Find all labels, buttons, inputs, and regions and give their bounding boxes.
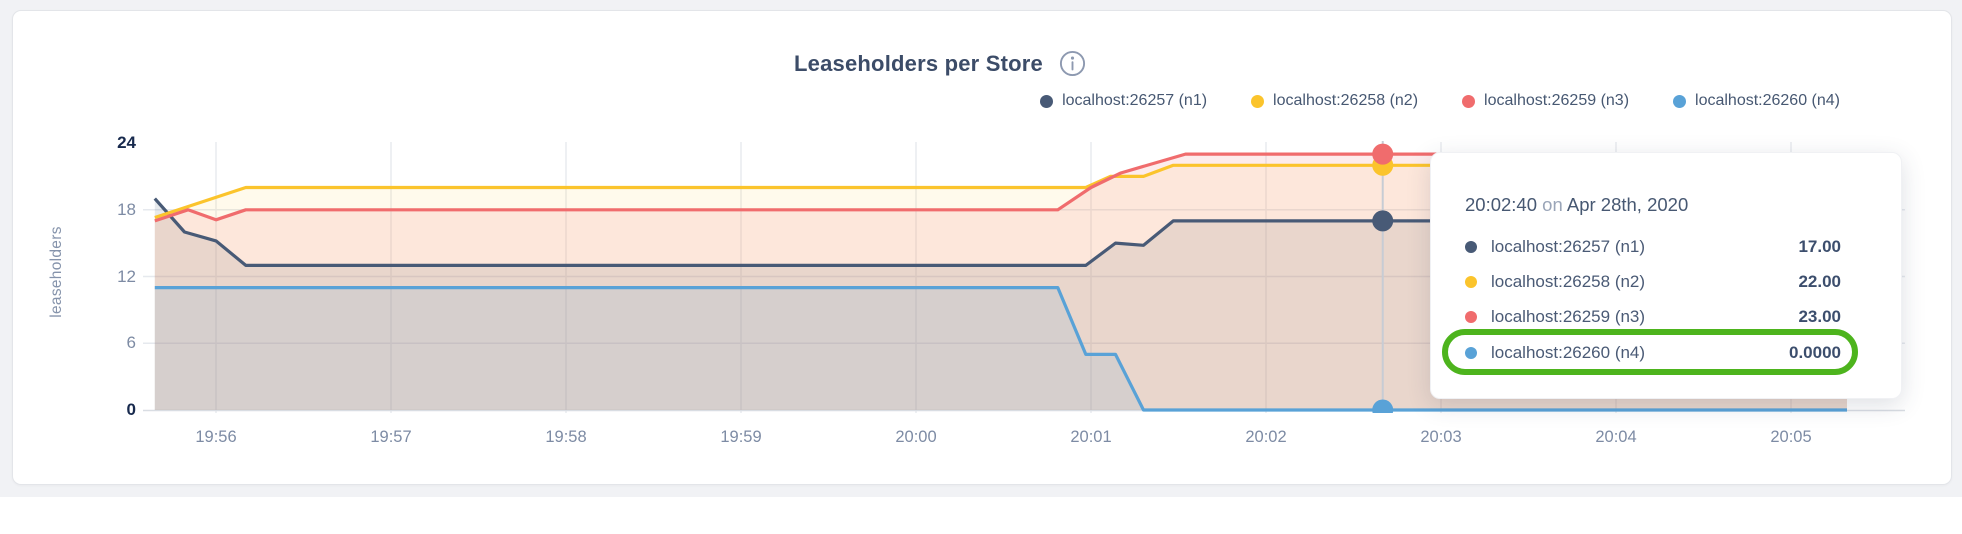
hover-dot-0 <box>1372 210 1394 232</box>
x-tick-label: 20:01 <box>1070 428 1112 446</box>
tooltip-rows: localhost:26257 (n1) 17.00 localhost:26258… <box>1465 229 1841 371</box>
legend-label: localhost:26257 (n1) <box>1062 92 1208 109</box>
tooltip-row-label: localhost:26258 (n2) <box>1491 272 1646 292</box>
x-tick-label: 20:03 <box>1420 428 1462 446</box>
tooltip-row-label: localhost:26260 (n4) <box>1491 342 1646 362</box>
series-area-0 <box>154 198 1847 410</box>
legend-label: localhost:26260 (n4) <box>1695 92 1840 109</box>
legend-label: localhost:26258 (n2) <box>1273 92 1419 109</box>
info-icon[interactable] <box>1059 50 1086 77</box>
legend-dot <box>1673 94 1687 108</box>
tooltip-row-value: 23.00 <box>1798 307 1841 327</box>
legend-label: localhost:26259 (n3) <box>1484 92 1630 109</box>
legend-dot <box>1251 94 1265 108</box>
y-tick-label: 6 <box>126 333 136 353</box>
tooltip-time: 20:02:40 <box>1465 194 1538 215</box>
x-tick-label: 20:05 <box>1770 428 1812 446</box>
series-line-0 <box>153 197 1847 267</box>
tooltip-row-dot <box>1465 346 1477 359</box>
y-tick-label: 24 <box>117 133 136 152</box>
tooltip-row-value: 0.0000 <box>1789 342 1841 362</box>
series-line-3 <box>154 286 1847 412</box>
tooltip-row-value: 22.00 <box>1798 272 1841 292</box>
hover-dot-3 <box>1372 399 1394 413</box>
tooltip-on-word: on <box>1542 194 1563 215</box>
hover-dot-2 <box>1372 143 1394 165</box>
tooltip-row-dot <box>1465 240 1477 253</box>
legend-item-3[interactable]: localhost:26260 (n4) <box>1673 92 1840 110</box>
legend-item-1[interactable]: localhost:26258 (n2) <box>1251 92 1418 110</box>
y-tick-label: 12 <box>117 266 136 286</box>
x-tick-label: 19:58 <box>545 428 587 446</box>
tooltip-row-dot <box>1465 276 1477 289</box>
tooltip-date: Apr 28th, 2020 <box>1566 194 1689 215</box>
x-tick-label: 19:57 <box>370 428 412 446</box>
tooltip-header: 20:02:40 on Apr 28th, 2020 <box>1465 194 1688 216</box>
tooltip-row-2: localhost:26259 (n3) 23.00 <box>1465 300 1841 335</box>
lower-panel <box>0 497 1962 534</box>
legend-item-2[interactable]: localhost:26259 (n3) <box>1462 92 1629 110</box>
tooltip-row-value: 17.00 <box>1798 236 1841 256</box>
legend-item-0[interactable]: localhost:26257 (n1) <box>1040 92 1207 110</box>
chart-legend: localhost:26257 (n1) localhost:26258 (n2)… <box>1040 92 1840 110</box>
y-tick-label: 0 <box>126 400 136 419</box>
x-tick-label: 20:00 <box>895 428 937 446</box>
x-tick-label: 19:59 <box>720 428 762 446</box>
x-tick-label: 20:04 <box>1595 428 1637 446</box>
tooltip-row-3: localhost:26260 (n4) 0.0000 <box>1465 335 1841 370</box>
x-tick-label: 20:02 <box>1245 428 1287 446</box>
tooltip-row-1: localhost:26258 (n2) 22.00 <box>1465 264 1841 299</box>
series-area-3 <box>154 287 1847 410</box>
y-tick-label: 18 <box>117 199 136 219</box>
series-area-2 <box>154 154 1847 410</box>
legend-dot <box>1040 94 1054 108</box>
tooltip-row-0: localhost:26257 (n1) 17.00 <box>1465 229 1841 264</box>
series-line-2 <box>154 152 1847 223</box>
x-tick-label: 19:56 <box>195 428 237 446</box>
tooltip-row-label: localhost:26257 (n1) <box>1491 236 1646 256</box>
hover-tooltip: 20:02:40 on Apr 28th, 2020 localhost:262… <box>1430 152 1902 399</box>
legend-dot <box>1462 94 1476 108</box>
tooltip-row-label: localhost:26259 (n3) <box>1491 307 1646 327</box>
tooltip-row-dot <box>1465 311 1477 324</box>
